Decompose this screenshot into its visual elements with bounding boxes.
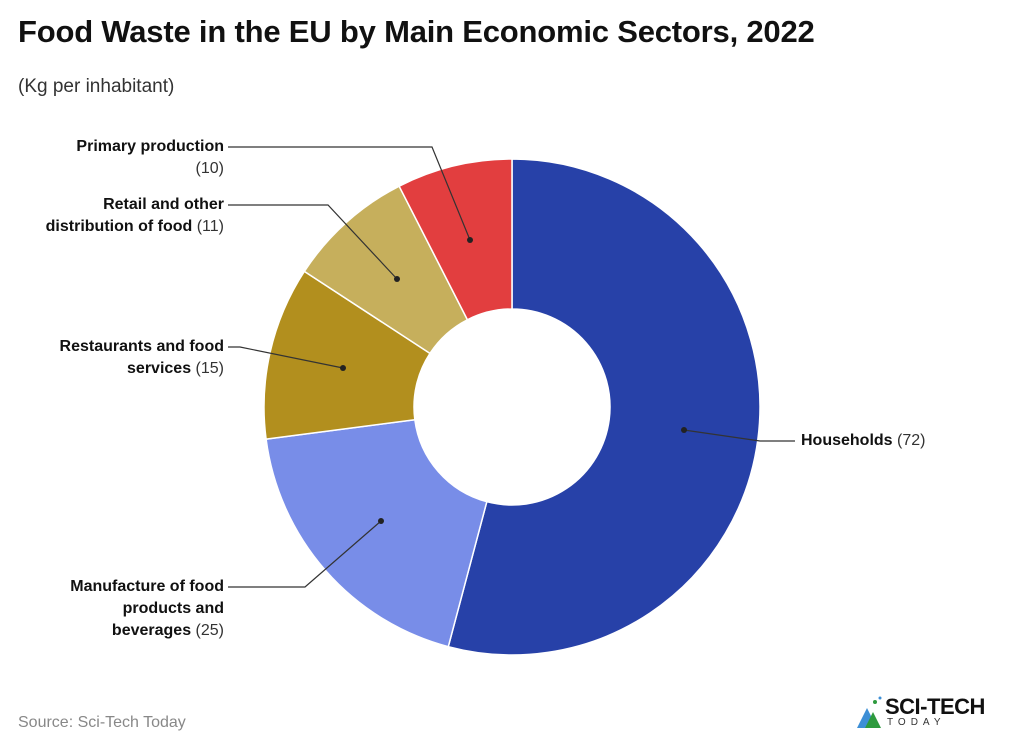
chart-title: Food Waste in the EU by Main Economic Se… xyxy=(18,14,815,49)
donut-slice xyxy=(265,418,488,648)
slice-label-text: services xyxy=(127,360,192,377)
slice-label-text: products and xyxy=(122,600,224,617)
logo-text: SCI-TECH xyxy=(885,694,985,719)
slice-value: (25) xyxy=(191,622,224,639)
slice-value: (10) xyxy=(195,160,224,177)
logo-subtext: TODAY xyxy=(887,717,946,728)
leader-line xyxy=(228,146,471,241)
slice-label: Restaurants and food services (15) xyxy=(60,336,224,380)
slice-label-text: Restaurants and food xyxy=(59,338,224,355)
leader-dot xyxy=(340,365,346,371)
leader-line xyxy=(683,429,795,442)
slice-label: Primary production (10) xyxy=(76,136,224,180)
slice-value: (11) xyxy=(192,218,224,235)
chart-subtitle: (Kg per inhabitant) xyxy=(18,76,175,97)
slice-label-text: beverages xyxy=(111,622,192,639)
slice-label: Manufacture of food products and beverages… xyxy=(70,576,224,642)
leader-dot xyxy=(378,518,384,524)
slice-label-text: distribution of food xyxy=(45,218,193,235)
leader-dot xyxy=(394,276,400,282)
leader-line xyxy=(228,204,398,280)
slice-label-text: Retail and other xyxy=(103,196,224,213)
leader-line xyxy=(228,346,344,369)
source-note: Source: Sci-Tech Today xyxy=(18,714,186,731)
slice-value: (72) xyxy=(892,432,926,449)
slice-label-text: Primary production xyxy=(76,138,224,155)
slice-label-text: Manufacture of food xyxy=(70,578,224,595)
donut-slice xyxy=(398,158,513,321)
logo-icon xyxy=(857,696,882,728)
slice-label-text: Households xyxy=(801,432,893,449)
sci-tech-today-logo: SCI-TECH TODAY xyxy=(855,694,1005,734)
donut-slice xyxy=(447,158,761,656)
leader-dot xyxy=(467,237,473,243)
slice-label: Households (72) xyxy=(801,430,925,452)
slice-label: Retail and other distribution of food (11… xyxy=(46,194,224,238)
donut-slice xyxy=(263,270,431,440)
leader-dot xyxy=(681,427,687,433)
leader-line xyxy=(228,520,382,588)
slice-value: (15) xyxy=(191,360,224,377)
